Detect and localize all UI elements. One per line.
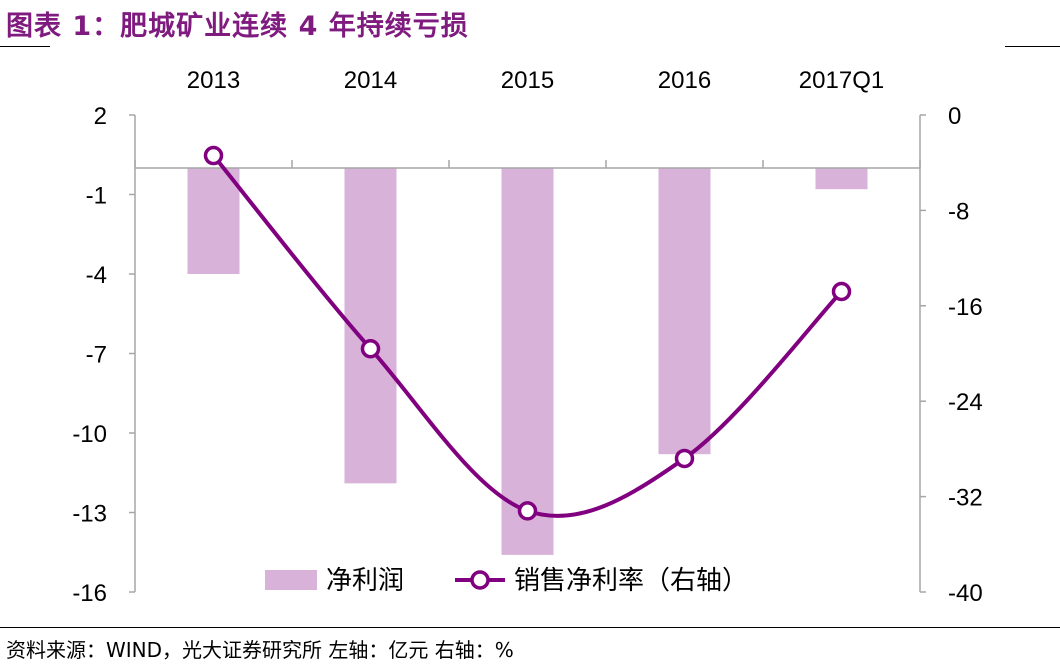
chart: 2 -1 -4 -7 -10 -13 -16 0 -8 -16 -24 -32 -40 2013 2014 2… — [72, 67, 983, 607]
source-note: 资料来源：WIND，光大证券研究所 左轴：亿元 右轴：% — [6, 638, 514, 662]
left-axis-tick-label: -7 — [86, 342, 107, 369]
left-axis-tick-label: -13 — [72, 501, 107, 528]
left-axis-tick-label: -16 — [72, 580, 107, 607]
right-axis-tick-label: -16 — [948, 294, 983, 321]
bar-2013 — [187, 168, 240, 274]
title-rule-left — [0, 46, 50, 47]
legend-label-line: 销售净利率（右轴） — [514, 565, 748, 595]
right-axis-tick-label: -40 — [948, 580, 983, 607]
bar-2015 — [501, 168, 554, 555]
net-margin-point-2017Q1 — [831, 281, 852, 302]
right-axis-tick-label: 0 — [948, 103, 961, 130]
left-axis-tick-label: 2 — [94, 103, 107, 130]
legend-swatch-marker — [470, 570, 490, 590]
category-label: 2014 — [344, 67, 397, 94]
title-rule-right — [1005, 46, 1060, 47]
right-axis-tick-label: -24 — [948, 389, 983, 416]
legend-label-bar: 净利润 — [326, 565, 404, 595]
footer-rule — [0, 627, 1060, 628]
net-margin-point-2014 — [360, 338, 381, 359]
bar-2016 — [658, 168, 711, 455]
left-axis-tick-label: -4 — [86, 262, 107, 289]
left-axis-tick-label: -10 — [72, 421, 107, 448]
legend-swatch-bar — [265, 570, 317, 590]
net-margin-point-2016 — [674, 448, 695, 469]
net-margin-point-2013 — [203, 145, 224, 166]
category-label: 2017Q1 — [799, 67, 884, 94]
right-axis-tick-label: -8 — [948, 198, 969, 225]
right-axis-tick-label: -32 — [948, 485, 983, 512]
net-margin-point-2015 — [517, 501, 538, 521]
left-axis-tick-label: -1 — [86, 183, 107, 210]
category-label: 2013 — [187, 67, 240, 94]
category-label: 2015 — [501, 67, 554, 94]
chart-title: 图表 1：肥城矿业连续 4 年持续亏损 — [6, 11, 469, 42]
bar-2017Q1 — [815, 168, 868, 190]
category-label: 2016 — [658, 67, 711, 94]
